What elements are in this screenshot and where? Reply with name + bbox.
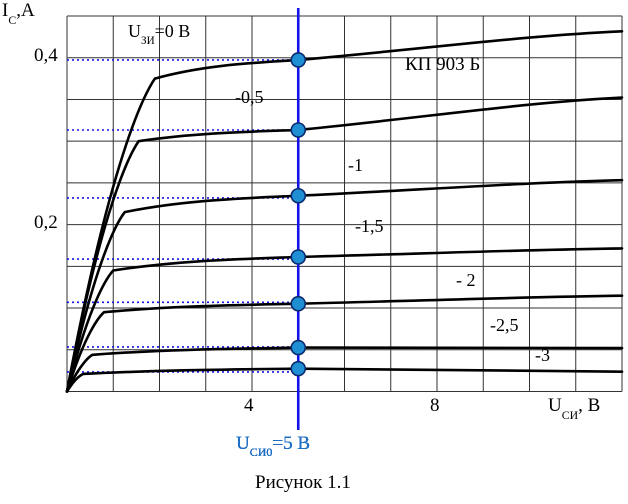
svg-text:UСИ0=5 В: UСИ0=5 В: [236, 433, 310, 459]
